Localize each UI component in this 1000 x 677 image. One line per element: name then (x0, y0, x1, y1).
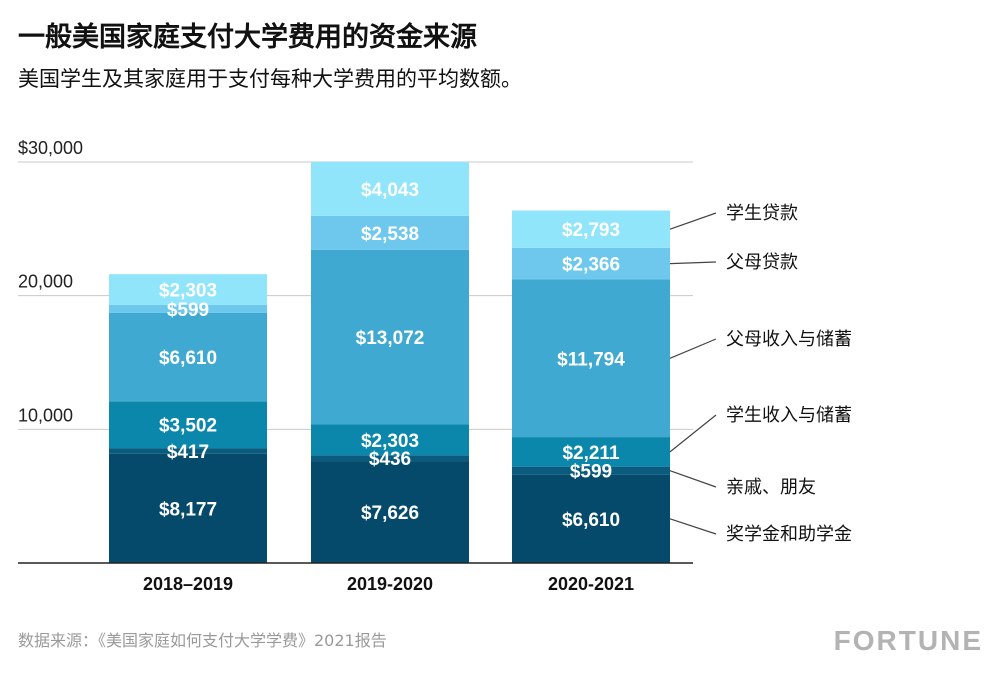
legend-leader-line (669, 414, 717, 453)
data-label: $3,502 (159, 416, 217, 437)
data-label: $2,303 (159, 281, 217, 302)
legend-item: 学生收入与储蓄 (726, 405, 852, 426)
data-label: $7,626 (361, 503, 419, 524)
bar-segment (512, 474, 670, 563)
legend-leader-line (669, 518, 717, 535)
data-label: $8,177 (159, 499, 217, 520)
bar-segment (512, 210, 670, 248)
bar-segment (311, 461, 469, 563)
chart-title: 一般美国家庭支付大学费用的资金来源 (18, 21, 477, 53)
bar-segment (512, 279, 670, 438)
bar-segment (512, 247, 670, 280)
legend-leader-line (669, 212, 717, 230)
data-label: $6,610 (159, 348, 217, 369)
segment-labels: $8,177$417$3,502$6,610$599$2,303$7,626$4… (159, 180, 625, 531)
source-note: 数据来源：《美国家庭如何支付大学学费》2021报告 (18, 631, 387, 650)
bar-segment (109, 401, 267, 449)
legend-item: 学生贷款 (726, 203, 798, 224)
bar-segment (311, 455, 469, 462)
stacked-bars (109, 161, 670, 563)
bar-segment (109, 448, 267, 454)
data-label: $2,366 (562, 255, 620, 276)
legend-item: 父母收入与储蓄 (726, 329, 852, 350)
legend-item: 父母贷款 (726, 252, 798, 273)
data-label: $436 (369, 449, 411, 470)
y-axis-ticks: 10,000 20,000 $30,000 (18, 138, 83, 425)
legend-leader-line (669, 338, 717, 359)
data-label: $417 (167, 442, 209, 463)
legend-item: 奖学金和助学金 (726, 524, 852, 545)
fortune-logo: FORTUNE (834, 625, 983, 656)
data-label: $4,043 (361, 180, 419, 201)
bar-segment (109, 312, 267, 402)
bar-segment (311, 215, 469, 250)
legend-item: 亲戚、朋友 (726, 477, 816, 498)
data-label: $11,794 (557, 349, 625, 370)
legend-leader-line (669, 470, 717, 488)
data-label: $2,538 (361, 224, 419, 245)
bar-segment (311, 161, 469, 216)
bar-segment (512, 466, 670, 475)
data-label: $2,303 (361, 431, 419, 452)
data-label: $2,793 (562, 220, 620, 241)
bar-segment (311, 249, 469, 425)
data-label: $13,072 (356, 328, 425, 349)
bar-segment (311, 424, 469, 456)
y-tick-label: 20,000 (18, 272, 73, 292)
bar-segment (109, 274, 267, 305)
y-tick-label: 10,000 (18, 405, 73, 425)
y-tick-label: $30,000 (18, 138, 83, 158)
x-tick-label: 2020-2021 (548, 574, 634, 594)
x-tick-label: 2018–2019 (143, 574, 233, 594)
data-label: $2,211 (562, 443, 619, 464)
chart-subtitle: 美国学生及其家庭用于支付每种大学费用的平均数额。 (18, 67, 522, 91)
bar-segment (109, 453, 267, 563)
x-axis-ticks: 2018–2019 2019-2020 2020-2021 (143, 574, 634, 594)
data-label: $599 (167, 300, 209, 321)
bar-segment (109, 304, 267, 313)
legend-leader-line (669, 261, 717, 265)
x-tick-label: 2019-2020 (347, 574, 433, 594)
data-label: $599 (570, 462, 612, 483)
data-label: $6,610 (562, 510, 620, 531)
bar-segment (512, 437, 670, 467)
